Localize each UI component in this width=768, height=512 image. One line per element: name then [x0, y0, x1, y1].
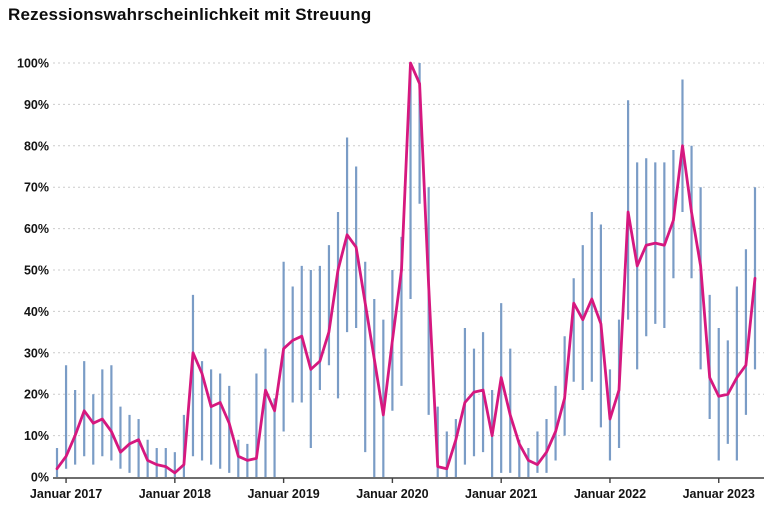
y-axis-label: 40%: [24, 305, 49, 319]
y-axis-label: 60%: [24, 222, 49, 236]
y-axis-label: 10%: [24, 429, 49, 443]
grid-lines: [53, 62, 764, 437]
x-axis-label: Januar 2021: [465, 487, 537, 501]
y-axis-label: 50%: [24, 264, 49, 278]
x-axis-label: Januar 2022: [574, 487, 646, 501]
probability-line: [55, 61, 757, 475]
x-axis-labels: Januar 2017 Januar 2018 Januar 2019 Januar …: [30, 487, 755, 501]
y-axis-labels: 0% 10% 20% 30% 40% 50% 60% 70% 80% 90% 100%: [17, 57, 49, 485]
x-axis-label: Januar 2017: [30, 487, 102, 501]
y-axis-label: 30%: [24, 346, 49, 360]
x-axis-label: Januar 2020: [356, 487, 428, 501]
y-axis-label: 90%: [24, 98, 49, 112]
y-axis-label: 80%: [24, 139, 49, 153]
x-axis: [53, 477, 764, 483]
x-axis-label: Januar 2019: [247, 487, 319, 501]
chart-title: Rezessionswahrscheinlichkeit mit Streuun…: [8, 5, 372, 24]
y-axis-label: 100%: [17, 57, 49, 71]
y-axis-label: 20%: [24, 388, 49, 402]
y-axis-label: 70%: [24, 181, 49, 195]
dispersion-bars: [55, 63, 757, 477]
x-axis-label: Januar 2018: [139, 487, 211, 501]
y-axis-label: 0%: [31, 471, 49, 485]
x-axis-label: Januar 2023: [683, 487, 755, 501]
